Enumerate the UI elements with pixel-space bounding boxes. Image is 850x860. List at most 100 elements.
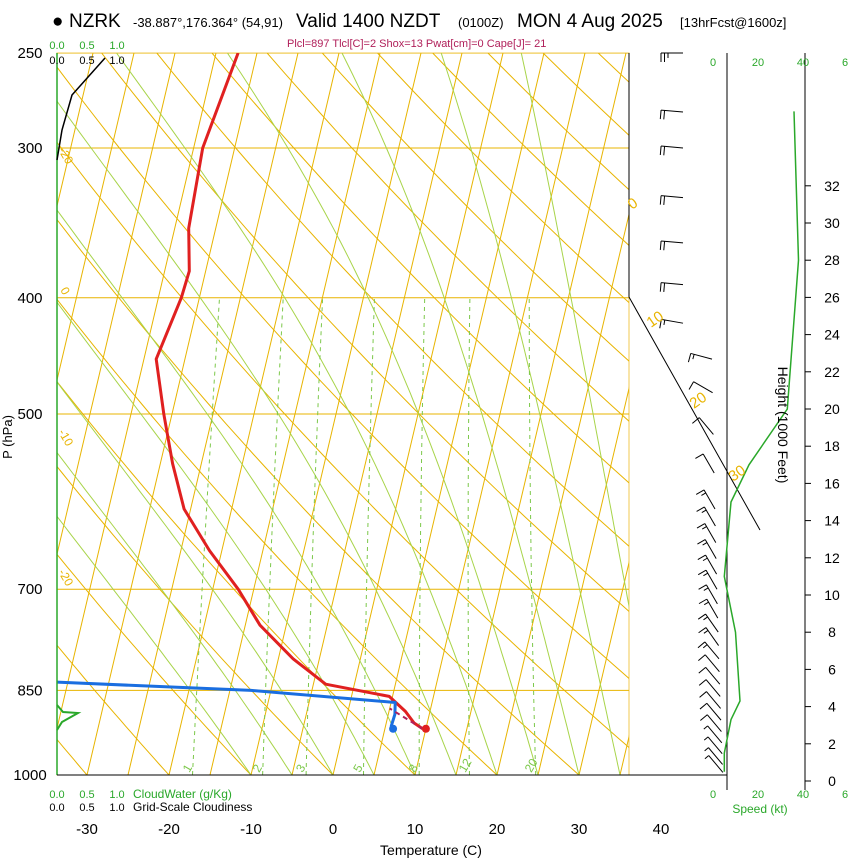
wind-barb-flag (703, 601, 709, 606)
isotherm-line (57, 53, 176, 557)
wind-barb-shaft (706, 691, 721, 709)
parcel-trace (389, 707, 424, 730)
wind-barb-flag (702, 542, 708, 546)
isotherm-line (57, 53, 135, 383)
height-tick-label: 0 (828, 773, 836, 789)
dry-adiabat-line (57, 66, 629, 680)
wind-barb-shaft (661, 240, 684, 244)
wind-barb-flag (688, 381, 694, 390)
pressure-tick-label: 850 (17, 682, 42, 699)
dry-adiabat-line (57, 380, 416, 775)
wind-barb-shaft (704, 523, 717, 543)
dewpoint-trace (57, 680, 397, 730)
mixing-ratio-label: 12 (456, 756, 475, 775)
isotherm-line (168, 53, 340, 775)
wind-barb (660, 52, 683, 62)
wind-barb-flag (703, 587, 709, 591)
temperature-tick-label: -30 (76, 821, 98, 838)
wind-barb-shaft (703, 506, 716, 527)
height-tick-label: 28 (824, 252, 840, 268)
moist-adiabat-line (57, 209, 416, 775)
adiabat-label: 20 (687, 389, 710, 412)
wind-barb (698, 584, 718, 605)
temperature-tick-label: -10 (240, 821, 262, 838)
surface-dewpoint-dot (389, 724, 398, 733)
moist-adiabat-line (116, 53, 498, 775)
forecast-hour: [13hrFcst@1600z] (680, 15, 787, 30)
cloudiness-axis-label: Grid-Scale Cloudiness (133, 800, 252, 814)
height-axis-label: Height (1000 Feet) (775, 367, 791, 484)
temperature-tick-label: 30 (571, 821, 588, 838)
wind-barb (659, 240, 684, 251)
speed-bottom-tick: 0 (710, 789, 716, 801)
wind-barb-flag (699, 691, 707, 698)
temperature-tick-label: 20 (489, 821, 506, 838)
cloudwater-trace (56, 704, 82, 731)
cloudwater-top-tick: 1.0 (109, 40, 124, 52)
wind-barb (659, 318, 684, 329)
isotherm-line (57, 53, 217, 731)
cloudiness-top-tick: 1.0 (109, 55, 124, 67)
isotherm-line (86, 53, 258, 775)
wind-barb (703, 725, 723, 744)
wind-barb-flag (697, 554, 706, 561)
moist-adiabat-line (57, 515, 252, 775)
wind-barb (699, 691, 721, 709)
wind-barb-flag (703, 736, 709, 741)
isotherm-line (127, 53, 299, 775)
dry-adiabat-line (156, 53, 629, 547)
wind-barb-flag (663, 146, 666, 156)
dry-adiabat-line (211, 53, 629, 484)
wind-barb (697, 641, 720, 660)
wind-barb-flag (701, 526, 707, 530)
wind-barb-flag (687, 353, 692, 363)
wind-barb-flag (701, 509, 707, 513)
wind-barb-flag (703, 616, 708, 621)
station-marker-icon: ● (52, 11, 64, 32)
wind-barb-shaft (693, 381, 713, 394)
wind-barb-flag (697, 641, 706, 649)
wind-barb-flag (659, 110, 662, 120)
wind-barb (700, 714, 722, 732)
wind-barb-flag (659, 240, 662, 251)
cloudwater-top-tick: 0.0 (49, 40, 64, 52)
background-grid (57, 53, 629, 775)
wind-barb-shaft (705, 679, 721, 697)
utc-time: (0100Z) (458, 15, 504, 30)
wind-barb (696, 523, 717, 543)
sounding-traces (57, 53, 430, 733)
height-tick-label: 18 (824, 438, 840, 454)
mixing-ratio-label: 20 (522, 756, 541, 775)
wind-barb-flag (696, 506, 705, 512)
wind-speed-trace (723, 111, 800, 772)
wind-barb-flag (703, 630, 709, 634)
wind-barb-flag (692, 417, 700, 424)
speed-top-tick: 20 (752, 57, 764, 69)
wind-barb-flag (696, 523, 706, 529)
wind-barb-shaft (702, 453, 715, 474)
mixing-ratio-line (192, 297, 220, 775)
wind-barb-shaft (705, 554, 718, 575)
station-id: NZRK (69, 11, 121, 32)
dry-adiabat-line (57, 553, 252, 775)
wind-barb (703, 736, 723, 755)
isotherm-line (332, 53, 504, 775)
wind-barb (698, 679, 721, 697)
dry-adiabat-line (376, 53, 629, 304)
cloudwater-bottom-tick: 0.5 (79, 789, 94, 801)
wind-barb (696, 506, 716, 527)
wind-barb (695, 489, 716, 510)
height-tick-label: 8 (828, 624, 836, 640)
mixing-ratio-line (305, 297, 324, 775)
speed-bottom-tick: 40 (797, 789, 809, 801)
mixing-ratio-line (528, 297, 537, 775)
wind-barb-shaft (704, 654, 720, 672)
isotherm-line (578, 560, 629, 775)
cloudiness-trace (56, 57, 106, 161)
wind-barb (704, 747, 723, 765)
isotherm-line (619, 734, 629, 775)
pressure-tick-label: 400 (17, 290, 42, 307)
wind-barb-shaft (708, 747, 723, 765)
wind-barb-flag (663, 319, 666, 325)
